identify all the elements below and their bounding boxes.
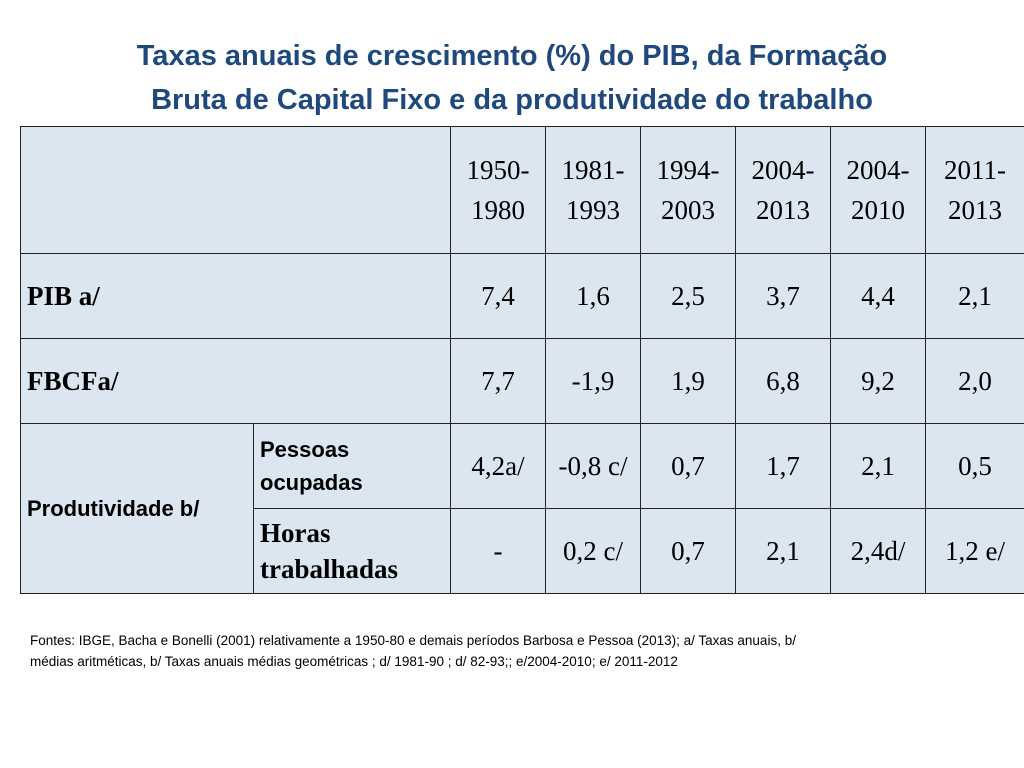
- table-row-fbcf: FBCFa/ 7,7 -1,9 1,9 6,8 9,2 2,0: [20, 338, 1024, 424]
- table-cell: 4,2a/: [450, 423, 546, 509]
- table-cell: 1,2 e/: [925, 508, 1024, 594]
- period-start: 1950-: [466, 155, 530, 185]
- table-row-pib: PIB a/ 7,4 1,6 2,5 3,7 4,4 2,1: [20, 253, 1024, 339]
- table-cell: 1,6: [545, 253, 641, 339]
- row-label-fbcf: FBCFa/: [20, 338, 451, 424]
- table-cell: 1,7: [735, 423, 831, 509]
- table-cell: -0,8 c/: [545, 423, 641, 509]
- table-cell: 1,9: [640, 338, 736, 424]
- table-cell: 2,1: [830, 423, 926, 509]
- sub-row-label-pessoas: Pessoas ocupadas: [253, 423, 451, 509]
- row-label-produtividade: Produtividade b/: [20, 423, 254, 594]
- table-cell: 2,1: [735, 508, 831, 594]
- growth-rates-table: 1950- 1980 1981- 1993 1994- 2003 2004- 2013 …: [20, 126, 1024, 594]
- sub-label-line: Pessoas: [260, 437, 350, 462]
- table-cell: 0,2 c/: [545, 508, 641, 594]
- footnote-line-2: médias aritméticas, b/ Taxas anuais médi…: [30, 654, 678, 669]
- table-cell: 0,7: [640, 423, 736, 509]
- table-row-horas-trabalhadas: Horas trabalhadas - 0,2 c/ 0,7 2,1 2,4d/ …: [21, 508, 1024, 594]
- period-end: 2013: [756, 195, 810, 225]
- table-cell: 3,7: [735, 253, 831, 339]
- period-header: 2004- 2010: [830, 126, 926, 254]
- period-end: 2010: [851, 195, 905, 225]
- period-start: 2004-: [846, 155, 910, 185]
- period-end: 2003: [661, 195, 715, 225]
- title-line-2: Bruta de Capital Fixo e da produtividade…: [151, 84, 873, 116]
- table-cell: 4,4: [830, 253, 926, 339]
- sub-label-line: Horas: [260, 518, 331, 548]
- table-row-pessoas-ocupadas: Produtividade b/ Pessoas ocupadas 4,2a/ -…: [20, 423, 1024, 594]
- table-cell: 0,5: [925, 423, 1024, 509]
- table-cell: 2,0: [925, 338, 1024, 424]
- table-cell: 2,1: [925, 253, 1024, 339]
- table-cell: 0,7: [640, 508, 736, 594]
- period-end: 1980: [471, 195, 525, 225]
- row-label-pib: PIB a/: [20, 253, 451, 339]
- period-header: 2004- 2013: [735, 126, 831, 254]
- sub-label-line: ocupadas: [260, 470, 363, 495]
- sources-footnote: Fontes: IBGE, Bacha e Bonelli (2001) rel…: [30, 630, 1024, 672]
- header-corner-cell: [20, 126, 451, 254]
- table-cell: 6,8: [735, 338, 831, 424]
- header-row: 1950- 1980 1981- 1993 1994- 2003 2004- 2013 …: [20, 126, 1024, 254]
- period-header: 1994- 2003: [640, 126, 736, 254]
- period-start: 1981-: [561, 155, 625, 185]
- table-cell: 9,2: [830, 338, 926, 424]
- sub-row-label-horas: Horas trabalhadas: [253, 508, 451, 594]
- sub-label-line: trabalhadas: [260, 554, 399, 584]
- period-start: 2011-: [944, 155, 1006, 185]
- period-end: 1993: [566, 195, 620, 225]
- footnote-line-1: Fontes: IBGE, Bacha e Bonelli (2001) rel…: [30, 633, 796, 648]
- table-cell: 7,4: [450, 253, 546, 339]
- title-line-1: Taxas anuais de crescimento (%) do PIB, …: [136, 40, 888, 72]
- table-cell: 7,7: [450, 338, 546, 424]
- table-cell: -1,9: [545, 338, 641, 424]
- period-header: 1981- 1993: [545, 126, 641, 254]
- period-start: 2004-: [751, 155, 815, 185]
- table-cell: -: [450, 508, 546, 594]
- slide-title: Taxas anuais de crescimento (%) do PIB, …: [20, 34, 1004, 122]
- period-header: 2011- 2013: [925, 126, 1024, 254]
- table-cell: 2,4d/: [830, 508, 926, 594]
- period-header: 1950- 1980: [450, 126, 546, 254]
- period-start: 1994-: [656, 155, 720, 185]
- table-cell: 2,5: [640, 253, 736, 339]
- period-end: 2013: [948, 195, 1002, 225]
